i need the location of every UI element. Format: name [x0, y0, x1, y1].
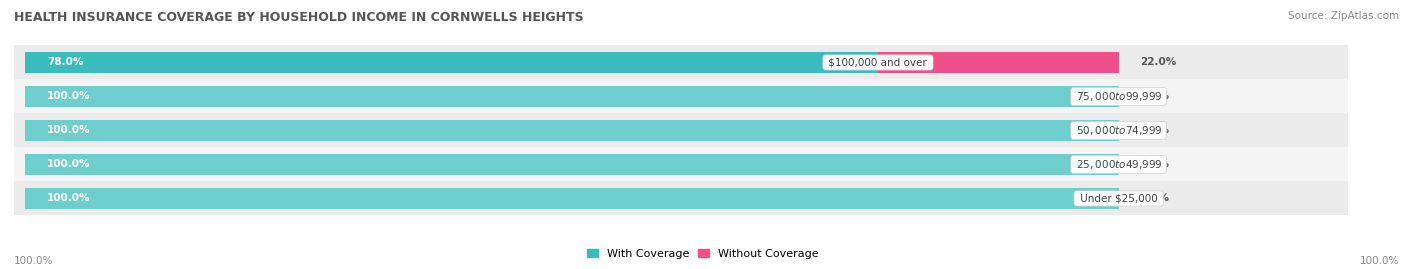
Text: 100.0%: 100.0%: [46, 160, 90, 169]
Bar: [25, 188, 1119, 209]
Text: 100.0%: 100.0%: [46, 91, 90, 101]
Text: 100.0%: 100.0%: [14, 256, 53, 266]
Text: $25,000 to $49,999: $25,000 to $49,999: [1073, 158, 1164, 171]
Text: 100.0%: 100.0%: [46, 193, 90, 203]
Text: 0.0%: 0.0%: [1140, 91, 1170, 101]
Text: Under $25,000: Under $25,000: [1077, 193, 1160, 203]
Text: $50,000 to $74,999: $50,000 to $74,999: [1073, 124, 1164, 137]
Bar: [25, 154, 1119, 175]
Bar: [25, 52, 877, 73]
Bar: [25, 86, 1119, 107]
Text: 78.0%: 78.0%: [46, 58, 83, 68]
Bar: [14, 114, 1348, 147]
Bar: [14, 182, 1348, 215]
Text: 100.0%: 100.0%: [46, 125, 90, 136]
Text: 22.0%: 22.0%: [1140, 58, 1177, 68]
Bar: [25, 120, 1119, 141]
Text: Source: ZipAtlas.com: Source: ZipAtlas.com: [1288, 11, 1399, 21]
Text: HEALTH INSURANCE COVERAGE BY HOUSEHOLD INCOME IN CORNWELLS HEIGHTS: HEALTH INSURANCE COVERAGE BY HOUSEHOLD I…: [14, 11, 583, 24]
Bar: [14, 45, 1348, 79]
Text: 0.0%: 0.0%: [1140, 125, 1170, 136]
Bar: [14, 79, 1348, 114]
Text: 0.0%: 0.0%: [1140, 160, 1170, 169]
Bar: [14, 147, 1348, 182]
Legend: With Coverage, Without Coverage: With Coverage, Without Coverage: [582, 245, 824, 263]
Text: $100,000 and over: $100,000 and over: [825, 58, 931, 68]
Text: 100.0%: 100.0%: [1360, 256, 1399, 266]
Bar: [877, 52, 1119, 73]
Text: $75,000 to $99,999: $75,000 to $99,999: [1073, 90, 1164, 103]
Text: 0.0%: 0.0%: [1140, 193, 1170, 203]
